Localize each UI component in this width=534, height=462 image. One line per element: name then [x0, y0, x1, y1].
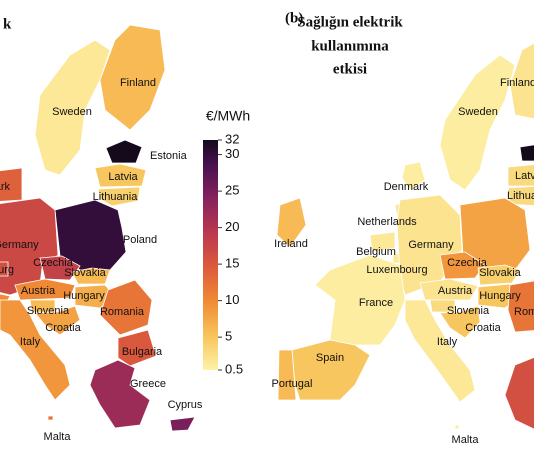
- country-label: Lithuania: [507, 190, 534, 202]
- country-label: Luxembourg: [0, 264, 14, 276]
- colorbar-ramp: [203, 140, 218, 370]
- country-label: Finland: [500, 77, 534, 89]
- country-label: France: [359, 297, 393, 309]
- country-label: Poland: [123, 234, 157, 246]
- country-label: Austria: [438, 285, 473, 297]
- country-label: Bulgaria: [122, 346, 163, 358]
- country-label: Latvia: [515, 170, 534, 182]
- colorbar-tick-label: 32: [225, 131, 239, 146]
- country: [34, 39, 111, 176]
- country-label: Romania: [514, 306, 534, 318]
- country-label: Romania: [100, 306, 145, 318]
- country: [71, 267, 111, 285]
- country: [509, 42, 534, 120]
- country-label: Portugal: [272, 378, 313, 390]
- country-label: Denmark: [384, 181, 429, 193]
- country: [105, 139, 143, 164]
- country: [99, 24, 166, 131]
- country: [97, 186, 141, 207]
- country: [314, 254, 406, 346]
- colorbar-tick-label: 20: [225, 219, 239, 234]
- country: [504, 356, 534, 430]
- country: [276, 197, 307, 248]
- country-label: Slovenia: [447, 305, 490, 317]
- country: [47, 415, 54, 421]
- country-label: Hungary: [479, 290, 521, 302]
- country-label: Belgium: [356, 246, 396, 258]
- country: [439, 305, 481, 339]
- country: [89, 359, 151, 429]
- country: [507, 164, 534, 187]
- colorbar-tick-label: 15: [225, 256, 239, 271]
- colorbar-title: €/MWh: [206, 108, 250, 124]
- colorbar-tick-label: 25: [225, 183, 239, 198]
- panel-title: etkisi: [333, 61, 367, 77]
- country-label: Poland: [0, 0, 34, 6]
- country: [0, 261, 9, 277]
- panel-title: kullanımına: [311, 38, 389, 54]
- country-label: Denmark: [0, 181, 10, 193]
- panel-title: Sağlığın elektrik: [297, 14, 403, 30]
- country-label: Malta: [44, 431, 72, 443]
- country: [454, 424, 460, 430]
- country-label: Italy: [437, 336, 458, 348]
- country-label: Cyprus: [168, 399, 203, 411]
- country: [34, 305, 81, 336]
- country: [99, 279, 153, 336]
- country: [117, 329, 157, 367]
- country: [0, 299, 71, 401]
- panel-a: Sweden Finland Estonia Latvia Lithuania Polan…: [0, 24, 203, 443]
- panel-label: k: [3, 16, 12, 32]
- country-label: Croatia: [465, 322, 501, 334]
- country-label: Spain: [316, 352, 344, 364]
- country-label: Latvia: [108, 171, 138, 183]
- colorbar-tick-label: 0.5: [225, 361, 243, 376]
- country-label: Croatia: [45, 322, 81, 334]
- country-label: Luxembourg: [366, 264, 427, 276]
- country: [277, 349, 297, 401]
- country: [507, 185, 534, 207]
- country: [401, 161, 426, 191]
- country-label: Netherlands: [357, 216, 417, 228]
- country: [404, 299, 476, 403]
- country: [169, 416, 196, 432]
- country-label: Slovakia: [479, 267, 521, 279]
- country: [369, 231, 396, 253]
- country: [14, 278, 76, 301]
- country-label: Germany: [0, 239, 39, 251]
- country-label: Italy: [20, 336, 41, 348]
- country-label: Estonia: [150, 150, 188, 162]
- country-label: Sweden: [52, 106, 92, 118]
- country-label: Czechia: [447, 257, 488, 269]
- country: [477, 264, 521, 286]
- country: [94, 163, 147, 188]
- panel-b: Sweden Finland Latvia Lithuania Denmark Irela…: [0, 0, 534, 446]
- country: [419, 278, 479, 301]
- country-label: Slovenia: [27, 305, 70, 317]
- country-label: Finland: [120, 77, 156, 89]
- country-label: Sweden: [458, 106, 498, 118]
- country-label: Germany: [408, 239, 454, 251]
- country-label: Slovakia: [64, 267, 106, 279]
- panel-label: (b): [285, 10, 303, 26]
- country-label: Greece: [130, 378, 166, 390]
- country: [291, 339, 371, 401]
- country: [507, 280, 534, 333]
- country-label: Czechia: [33, 257, 74, 269]
- country-label: Lithuania: [93, 191, 139, 203]
- colorbar-tick-label: 5: [225, 329, 232, 344]
- country-label: Ireland: [274, 238, 308, 250]
- country-label: Malta: [452, 434, 480, 446]
- country: [0, 167, 23, 202]
- country: [519, 144, 534, 162]
- colorbar-tick-label: 10: [225, 292, 239, 307]
- country-label: Hungary: [63, 290, 105, 302]
- country-label: Austria: [21, 285, 56, 297]
- country: [439, 54, 516, 191]
- colorbar-tick-label: 30: [225, 146, 239, 161]
